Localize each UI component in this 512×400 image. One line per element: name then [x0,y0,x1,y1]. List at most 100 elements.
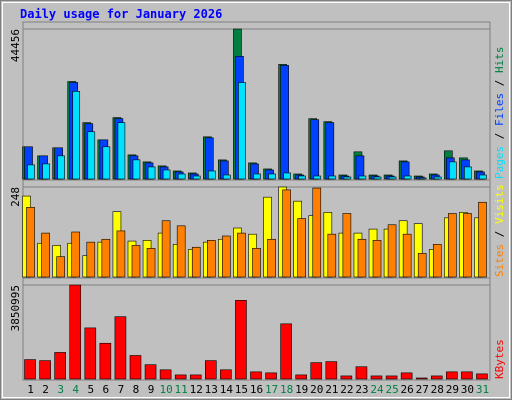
x-tick-label: 18 [280,383,293,396]
x-tick-label: 20 [310,383,323,396]
x-tick-label: 7 [118,383,125,396]
bar [355,366,368,380]
bar [464,166,472,180]
bar [222,235,231,278]
x-tick-label: 14 [220,383,234,396]
bar [297,218,306,278]
bar [129,355,142,380]
bar [478,201,487,278]
legend-entry: Visits [493,184,506,224]
bar [373,176,382,180]
bar [192,175,201,180]
x-tick-label: 13 [205,383,218,396]
chart-title: Daily usage for January 2026 [20,7,222,21]
x-tick-label: 27 [416,383,429,396]
x-tick-label: 6 [103,383,110,396]
x-tick-label: 11 [175,383,188,396]
y-tick-label: 44456 [9,29,22,62]
bar [476,373,488,380]
bar [343,176,352,180]
bar [116,230,126,278]
x-tick-label: 29 [446,383,459,396]
bar [102,146,111,180]
x-tick-label: 26 [401,383,414,396]
bar [191,246,201,278]
bar [340,375,353,380]
x-tick-label: 5 [87,383,94,396]
bar [24,359,36,380]
bar [418,177,427,180]
bar [72,91,81,180]
bar [84,327,97,380]
bar [449,161,457,180]
bar [355,155,365,180]
legend-entry: Files [493,93,506,126]
bar [174,374,187,380]
x-tick-label: 1 [27,383,34,396]
bar [325,122,335,180]
x-tick-label: 24 [370,383,384,396]
bar [147,166,156,180]
bar [372,240,382,278]
x-tick-label: 4 [72,383,79,396]
bar [387,224,397,278]
x-tick-label: 17 [265,383,278,396]
x-tick-label: 9 [148,383,155,396]
bar [146,248,156,278]
x-tick-label: 3 [57,383,64,396]
x-tick-label: 8 [133,383,140,396]
legend-separator: / [493,73,506,93]
bar [205,360,217,380]
bar [432,244,442,278]
bar [280,323,292,380]
bar [161,220,171,278]
bar [342,213,352,278]
bar [446,371,458,380]
bar [235,300,247,380]
bar [265,372,277,380]
bar [117,122,126,180]
legend-separator: / [493,126,506,146]
bar [27,164,35,180]
bar [114,316,127,380]
x-tick-label: 15 [235,383,248,396]
bar [417,253,427,278]
bar [358,175,367,180]
bar [177,173,186,180]
bar [69,284,82,380]
bar [132,159,141,180]
bar [325,361,338,380]
legend-separator: / [493,224,506,244]
bar [400,372,413,380]
bar [189,374,202,380]
bar [310,119,320,180]
x-tick-label: 30 [461,383,474,396]
bar [144,364,157,380]
bar [310,362,323,380]
bar [295,374,307,380]
bar [461,371,473,380]
bar [101,238,111,278]
bar [57,155,65,180]
x-tick-label: 25 [385,383,398,396]
bar [385,375,398,380]
bar [54,352,66,380]
bar [87,131,96,180]
bar [223,174,231,180]
y-tick-label: 3850995 [9,285,22,331]
bar [71,231,81,278]
x-tick-label: 2 [42,383,49,396]
legend-entry: KBytes [493,339,506,379]
legend-entry: Hits [493,47,506,74]
bar [250,371,262,380]
bar [312,187,322,278]
legend: Pages / Files / Hits [493,47,506,180]
bar [237,232,246,278]
x-tick-label: 12 [190,383,203,396]
bar [86,241,96,278]
bar [208,170,216,180]
bar [282,189,291,278]
